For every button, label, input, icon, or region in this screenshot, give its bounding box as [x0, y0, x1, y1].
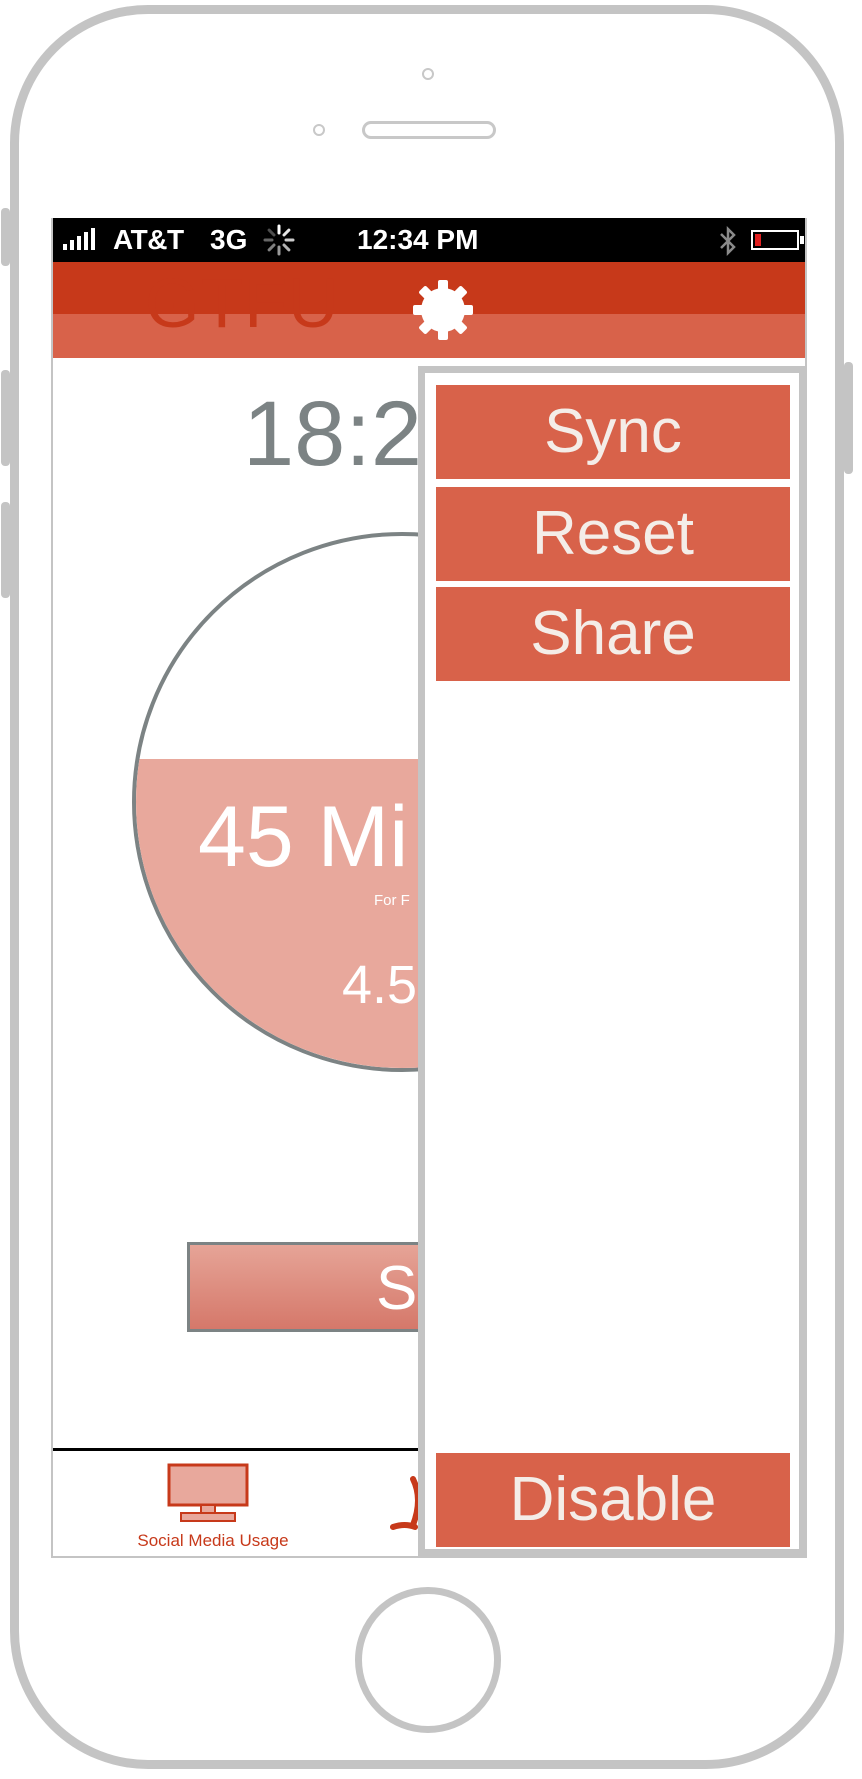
- battery-icon: [751, 230, 804, 250]
- settings-dropdown: Sync Reset Share Disable: [418, 366, 805, 1556]
- gauge-value: 45 Mi: [198, 789, 409, 885]
- disable-button[interactable]: Disable: [436, 1453, 790, 1547]
- phone-screen: AT&T 3G 12:34 PM: [51, 218, 807, 1558]
- countdown-timer: 18:2: [243, 383, 423, 485]
- tab-social-media-usage[interactable]: Social Media Usage: [113, 1463, 313, 1553]
- share-button[interactable]: Share: [436, 587, 790, 681]
- phone-power-button: [844, 362, 853, 474]
- status-time: 12:34 PM: [357, 224, 479, 255]
- proximity-sensor: [313, 124, 325, 136]
- phone-volume-up: [1, 370, 10, 466]
- network-type: 3G: [210, 224, 248, 255]
- gauge-subvalue: 4.5: [342, 955, 418, 1015]
- status-bar: AT&T 3G 12:34 PM: [53, 218, 805, 262]
- activity-spinner-icon: [263, 224, 295, 256]
- app-title: GTFU: [145, 264, 340, 342]
- gear-icon[interactable]: [411, 278, 475, 342]
- gauge-caption: For F: [374, 892, 410, 909]
- sync-button[interactable]: Sync: [436, 385, 790, 479]
- app-header: GTFU: [53, 262, 805, 358]
- monitor-icon: [167, 1463, 249, 1522]
- earpiece-speaker: [362, 121, 496, 139]
- bluetooth-icon: [720, 226, 736, 256]
- carrier-name: AT&T: [113, 224, 184, 255]
- battery-level: [755, 234, 761, 246]
- front-camera: [422, 68, 434, 80]
- phone-volume-down: [1, 502, 10, 598]
- reset-button[interactable]: Reset: [436, 487, 790, 581]
- tab-label-social-media-usage: Social Media Usage: [137, 1531, 289, 1550]
- phone-mute-switch: [1, 208, 10, 266]
- home-button[interactable]: [355, 1587, 501, 1733]
